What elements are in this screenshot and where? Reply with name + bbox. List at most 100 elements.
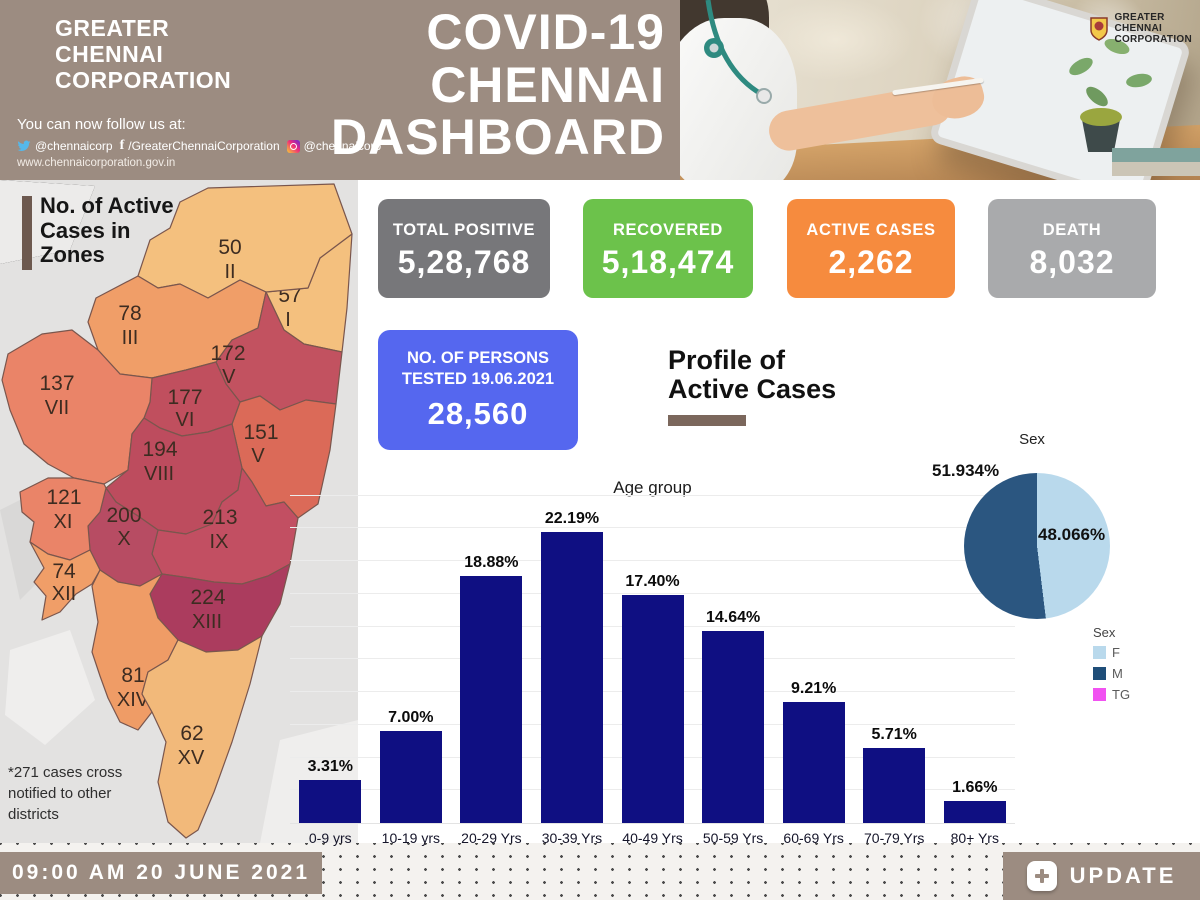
pie-legend-title: Sex (1093, 625, 1116, 640)
plant-moss-illustration (1080, 108, 1122, 126)
bar (460, 576, 523, 823)
bar-value-label: 3.31% (307, 758, 353, 775)
page-title-line2: CHENNAI (430, 56, 665, 113)
bar (621, 595, 684, 823)
bar-chart-title: Age group (613, 478, 692, 497)
bar (299, 780, 362, 823)
bar-category-label: 0-9 yrs (308, 830, 352, 846)
bar-column: 7.00% 10-19 yrs (371, 495, 452, 846)
plus-icon (1026, 861, 1057, 891)
org-name-line2: CHENNAI (55, 40, 164, 67)
tested-label: NO. OF PERSONS TESTED 19.06.2021 (401, 349, 555, 389)
stat-card-persons-tested: NO. OF PERSONS TESTED 19.06.2021 28,560 (378, 330, 578, 450)
zone-cases-label: 50 (218, 236, 241, 259)
zone-numeral-label: VII (45, 397, 69, 419)
page-title-line1: COVID-19 (426, 4, 665, 60)
zone-cases-label: 224 (190, 586, 225, 609)
stat-value: 5,18,474 (601, 244, 735, 280)
gridline (290, 560, 1015, 561)
zone-cases-label: 78 (118, 302, 141, 325)
map-title: No. of Active Cases in Zones (40, 193, 174, 268)
map-zone-XII (29, 541, 101, 621)
zone-cases-label: 172 (210, 342, 245, 365)
zone-numeral-label: XII (52, 583, 76, 605)
stat-value: 2,262 (828, 244, 914, 280)
zone-cases-label: 137 (39, 372, 74, 395)
stat-card-active-cases: ACTIVE CASES 2,262 (787, 199, 955, 298)
zone-numeral-label: V (251, 445, 265, 467)
update-button[interactable]: UPDATE (1003, 852, 1200, 900)
legend-entry-TG: TG (1093, 687, 1130, 702)
gridline (290, 592, 1015, 594)
page-title-line3: DASHBOARD (331, 109, 665, 165)
zones-map: 57I50II78III172IV151V177VI137VII194VIII2… (0, 180, 358, 843)
org-name-line3: CORPORATION (55, 66, 232, 93)
website-link[interactable]: www.chennaicorporation.gov.in (17, 157, 176, 169)
bar-category-label: 40-49 Yrs (622, 830, 683, 846)
bars-row: 3.31% 0-9 yrs 7.00% 10-19 yrs 18.88% 20-29 Yr… (290, 495, 1016, 846)
stat-label: TOTAL POSITIVE (392, 221, 536, 239)
zone-numeral-label: II (224, 261, 235, 283)
instagram-handle: @chennaicorp (303, 139, 382, 153)
bar-category-label: 30-39 Yrs (541, 830, 603, 846)
stat-card-recovered: RECOVERED 5,18,474 (583, 199, 753, 298)
zone-cases-label: 121 (46, 486, 81, 509)
corporation-logo-text: GREATER CHENNAI CORPORATION (1114, 12, 1192, 46)
facebook-link[interactable]: f /GreaterChennaiCorporation (120, 138, 280, 154)
bar-value-label: 1.66% (952, 779, 998, 796)
twitter-link[interactable]: @chennaicorp (17, 139, 113, 153)
corporation-logo: GREATER CHENNAI CORPORATION (1089, 12, 1192, 46)
header-photo-illustration: GREATER CHENNAI CORPORATION (680, 0, 1200, 180)
legend-label: F (1112, 645, 1120, 660)
age-group-bar-chart: 3.31% 0-9 yrs 7.00% 10-19 yrs 18.88% 20-29 Yr… (290, 494, 1016, 846)
update-button-label: UPDATE (1069, 863, 1177, 888)
zone-cases-label: 213 (202, 506, 237, 529)
stethoscope-icon (704, 0, 772, 104)
stat-value: 8,032 (1029, 244, 1115, 280)
bar-category-label: 20-29 Yrs (461, 830, 522, 846)
stat-label: DEATH (1042, 221, 1102, 239)
bar-column: 22.19% 30-39 Yrs (532, 495, 613, 846)
pie-chart-title: Sex (1019, 431, 1045, 448)
sex-pie-section: Sex 51.934% 48.066% Sex F M TG (920, 425, 1200, 755)
zone-cases-label: 62 (180, 722, 203, 745)
bar (782, 702, 845, 823)
zone-numeral-label: XIV (117, 689, 150, 711)
legend-swatch (1093, 667, 1106, 680)
zone-cases-label: 74 (52, 560, 76, 583)
map-footnote: *271 cases cross notified to other distr… (8, 764, 123, 823)
zones-map-panel: 57 I 50 II 78 III 172 IV 151 V 177 VI 137 VII 194 VIII 2… (0, 180, 358, 843)
bar-column: 5.71% 70-79 Yrs (854, 495, 935, 846)
last-updated-timestamp: 09:00 AM 20 JUNE 2021 (0, 852, 322, 894)
stat-card-total-positive: TOTAL POSITIVE 5,28,768 (378, 199, 550, 298)
bar-category-label: 80+ Yrs (950, 830, 999, 846)
zone-numeral-label: VIII (144, 463, 174, 485)
org-name-line1: GREATER (55, 15, 170, 41)
instagram-link[interactable]: @chennaicorp (286, 139, 382, 153)
bar-column: 3.31% 0-9 yrs (290, 495, 371, 846)
doctor-coat-illustration (680, 18, 797, 180)
stat-card-death: DEATH 8,032 (988, 199, 1156, 298)
bar (943, 801, 1006, 823)
facebook-handle: /GreaterChennaiCorporation (128, 139, 280, 153)
twitter-icon (17, 140, 31, 152)
zone-numeral-label: X (117, 528, 130, 550)
bar-column: 1.66% 80+ Yrs (935, 495, 1016, 846)
zone-cases-label: 177 (167, 386, 202, 409)
gridline (290, 494, 1015, 496)
pie-legend-entries: F M TG (1093, 645, 1130, 702)
map-texture (5, 630, 95, 745)
bar-value-label: 22.19% (544, 510, 600, 527)
zone-numeral-label: XI (54, 511, 73, 533)
footer: 09:00 AM 20 JUNE 2021 UPDATE (0, 843, 1200, 900)
profile-heading-underline (668, 415, 746, 426)
map-zone-XV (141, 635, 263, 839)
bar (540, 532, 603, 823)
books-illustration (1112, 148, 1200, 162)
bar-value-label: 9.21% (790, 680, 837, 697)
zone-cases-label: 194 (142, 438, 177, 461)
zone-cases-label: 81 (121, 664, 144, 687)
gridline (290, 527, 1015, 529)
zone-numeral-label: XIII (192, 611, 222, 633)
